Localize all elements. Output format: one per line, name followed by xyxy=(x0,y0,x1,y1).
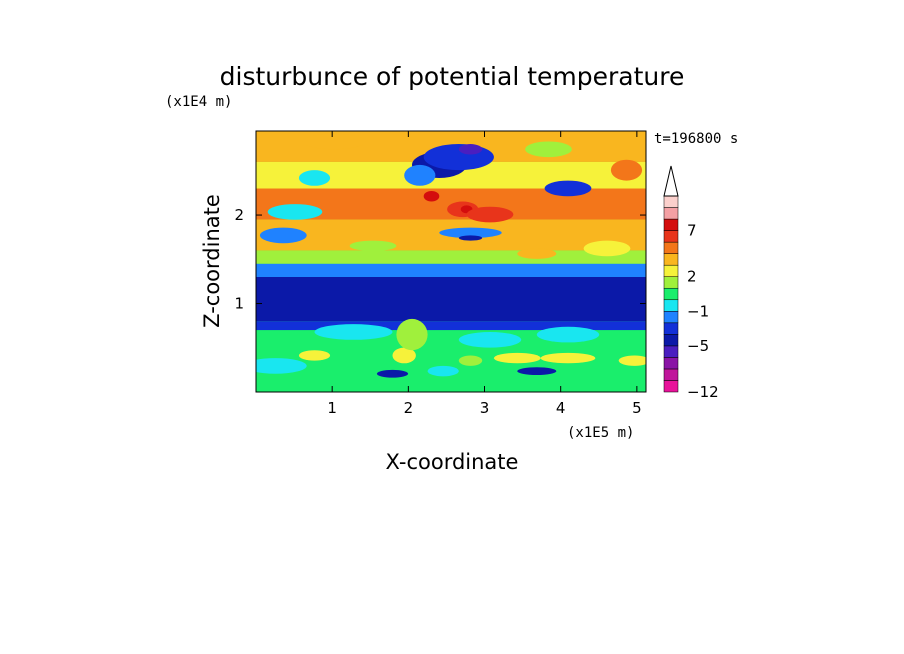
colorbar-swatch xyxy=(663,334,679,347)
field-patch-19 xyxy=(517,248,557,259)
colorbar-swatch xyxy=(663,299,679,312)
colorbar-tick-label: 2 xyxy=(687,268,697,286)
x-unit-label: (x1E5 m) xyxy=(567,425,634,441)
field-patch-30 xyxy=(376,369,409,378)
colorbar-swatch xyxy=(663,345,679,358)
field-patch-16 xyxy=(610,159,643,181)
colorbar-tick-label: −1 xyxy=(687,302,709,320)
plot-area xyxy=(255,130,647,393)
colorbar-swatch xyxy=(663,207,679,220)
field-patch-15 xyxy=(525,141,572,158)
chart-title: disturbunce of potential temperature xyxy=(220,62,685,91)
colorbar: −12−5−127 xyxy=(663,165,719,401)
field-patch-22 xyxy=(458,355,483,366)
field-patch-1 xyxy=(423,144,494,171)
colorbar-swatch xyxy=(663,357,679,370)
x-axis-label: X-coordinate xyxy=(386,450,519,474)
field-patch-26 xyxy=(458,331,522,348)
x-tick-label: 4 xyxy=(556,399,566,417)
x-tick-label: 5 xyxy=(632,399,642,417)
field-patch-2 xyxy=(458,144,483,155)
y-unit-label: (x1E4 m) xyxy=(165,94,232,110)
colorbar-swatch xyxy=(663,322,679,335)
field-patch-11 xyxy=(583,240,631,257)
field-patch-29 xyxy=(256,358,307,374)
x-tick-label: 2 xyxy=(404,399,414,417)
plot-frame xyxy=(255,130,647,393)
y-tick-label: 1 xyxy=(234,295,244,313)
field-band-2 xyxy=(256,276,646,322)
field-band-1 xyxy=(256,321,646,331)
field-patch-25 xyxy=(618,355,646,366)
field-patch-13 xyxy=(458,235,483,241)
x-tick-label: 3 xyxy=(480,399,490,417)
field-patch-3 xyxy=(404,164,436,186)
field-patch-28 xyxy=(536,326,600,343)
field-patch-21 xyxy=(392,347,416,364)
colorbar-tick-label: −5 xyxy=(687,337,709,355)
field-patch-10 xyxy=(259,227,307,244)
field-patch-31 xyxy=(517,367,557,376)
colorbar-swatch xyxy=(663,311,679,324)
colorbar-swatch xyxy=(663,368,679,381)
field-patch-7 xyxy=(466,206,514,223)
field-patch-9 xyxy=(267,204,323,220)
colorbar-extend-arrow xyxy=(663,165,679,197)
colorbar-swatch xyxy=(663,241,679,254)
colorbar-swatch xyxy=(663,264,679,277)
field-patch-23 xyxy=(493,352,541,364)
field-patch-8 xyxy=(544,180,592,197)
colorbar-swatch xyxy=(663,276,679,289)
colorbar-swatch xyxy=(663,230,679,243)
colorbar-swatch xyxy=(663,253,679,266)
field-patch-14 xyxy=(302,133,366,150)
field-patch-20 xyxy=(298,350,331,361)
colorbar-swatch xyxy=(663,380,679,393)
field-patch-24 xyxy=(540,352,596,364)
field-patch-17 xyxy=(298,170,331,186)
x-tick-label: 1 xyxy=(327,399,337,417)
y-tick-label: 2 xyxy=(234,206,244,224)
field-patch-12 xyxy=(439,227,502,239)
field-patch-27 xyxy=(314,324,393,340)
colorbar-swatch xyxy=(663,195,679,208)
field-band-3 xyxy=(256,263,646,277)
colorbar-tick-label: 7 xyxy=(687,222,697,240)
colorbar-swatch xyxy=(663,287,679,301)
field-patch-32 xyxy=(396,318,428,351)
field-patch-33 xyxy=(427,365,459,377)
colorbar-swatch xyxy=(663,218,679,231)
field-patch-5 xyxy=(423,191,440,202)
colorbar-tick-label: −12 xyxy=(687,383,719,401)
time-label: t=196800 s xyxy=(654,131,738,147)
x-axis-ticks: 1 2 3 4 5 xyxy=(327,131,642,417)
y-axis-label: Z-coordinate xyxy=(200,194,224,328)
field-patch-18 xyxy=(349,240,397,252)
y-axis-ticks: 12 xyxy=(234,206,646,313)
